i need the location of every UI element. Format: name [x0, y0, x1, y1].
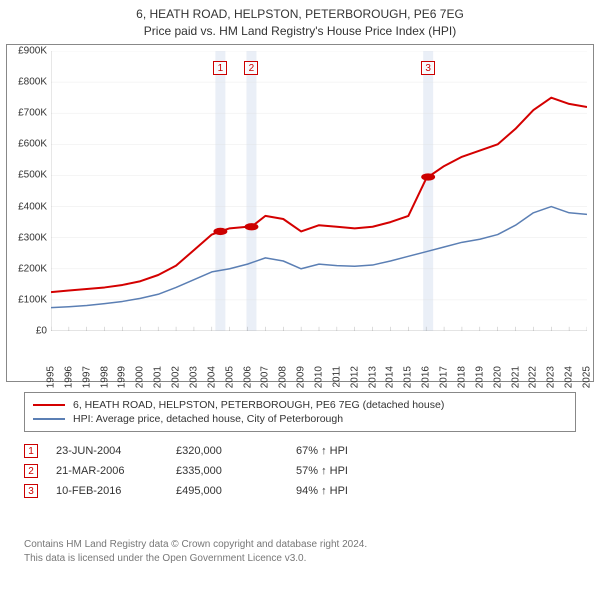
- y-tick-label: £900K: [7, 46, 47, 57]
- x-tick-label: 2005: [224, 366, 235, 388]
- chart-marker-1: 1: [213, 61, 227, 75]
- x-tick-label: 1995: [46, 366, 57, 388]
- x-tick-label: 2022: [528, 366, 539, 388]
- x-tick-label: 1999: [117, 366, 128, 388]
- y-tick-label: £100K: [7, 294, 47, 305]
- legend-swatch: [33, 404, 65, 406]
- x-tick-label: 2016: [421, 366, 432, 388]
- legend-row: 6, HEATH ROAD, HELPSTON, PETERBOROUGH, P…: [33, 399, 567, 411]
- event-date: 10-FEB-2016: [56, 485, 176, 497]
- x-tick-label: 2020: [492, 366, 503, 388]
- event-list: 1 23-JUN-2004£320,00067% ↑ HPI 2 21-MAR-200…: [24, 438, 576, 504]
- chart-marker-3: 3: [421, 61, 435, 75]
- event-delta: 94% ↑ HPI: [296, 485, 348, 497]
- y-tick-label: £300K: [7, 232, 47, 243]
- chart-title-block: 6, HEATH ROAD, HELPSTON, PETERBOROUGH, P…: [0, 0, 600, 40]
- plot-area: 1 2 3: [51, 51, 587, 331]
- x-tick-label: 1997: [81, 366, 92, 388]
- x-tick-label: 2006: [242, 366, 253, 388]
- x-tick-label: 2000: [135, 366, 146, 388]
- y-tick-label: £800K: [7, 77, 47, 88]
- y-tick-label: £700K: [7, 108, 47, 119]
- chart-marker-2: 2: [244, 61, 258, 75]
- x-axis: 1995199619971998199920002001200220032004…: [51, 331, 587, 381]
- x-tick-label: 1996: [63, 366, 74, 388]
- event-marker: 2: [24, 464, 38, 478]
- footer-line-2: This data is licensed under the Open Gov…: [24, 552, 576, 566]
- x-tick-label: 2011: [331, 366, 342, 388]
- x-tick-label: 2025: [582, 366, 593, 388]
- x-tick-label: 2002: [171, 366, 182, 388]
- footer-attribution: Contains HM Land Registry data © Crown c…: [24, 538, 576, 566]
- footer-line-1: Contains HM Land Registry data © Crown c…: [24, 538, 576, 552]
- y-tick-label: £0: [7, 326, 47, 337]
- event-row: 2 21-MAR-2006£335,00057% ↑ HPI: [24, 464, 576, 478]
- event-marker: 3: [24, 484, 38, 498]
- y-tick-label: £400K: [7, 201, 47, 212]
- event-price: £335,000: [176, 465, 296, 477]
- event-delta: 57% ↑ HPI: [296, 465, 348, 477]
- x-tick-label: 2013: [367, 366, 378, 388]
- title-line-2: Price paid vs. HM Land Registry's House …: [0, 23, 600, 40]
- x-tick-label: 2004: [206, 366, 217, 388]
- event-date: 21-MAR-2006: [56, 465, 176, 477]
- y-tick-label: £500K: [7, 170, 47, 181]
- x-tick-label: 2007: [260, 366, 271, 388]
- event-price: £495,000: [176, 485, 296, 497]
- legend-label: 6, HEATH ROAD, HELPSTON, PETERBOROUGH, P…: [73, 399, 444, 411]
- x-tick-label: 2008: [278, 366, 289, 388]
- x-tick-label: 2001: [153, 366, 164, 388]
- chart-container: £0 £100K £200K £300K £400K £500K £600K £700K £80…: [6, 44, 594, 382]
- x-tick-label: 2017: [439, 366, 450, 388]
- event-marker: 1: [24, 444, 38, 458]
- event-row: 3 10-FEB-2016£495,00094% ↑ HPI: [24, 484, 576, 498]
- chart-svg: [51, 51, 587, 331]
- y-tick-label: £600K: [7, 139, 47, 150]
- event-date: 23-JUN-2004: [56, 445, 176, 457]
- x-tick-label: 2015: [403, 366, 414, 388]
- event-delta: 67% ↑ HPI: [296, 445, 348, 457]
- x-tick-label: 2012: [349, 366, 360, 388]
- x-tick-label: 2014: [385, 366, 396, 388]
- x-tick-label: 2023: [546, 366, 557, 388]
- legend-label: HPI: Average price, detached house, City…: [73, 413, 343, 425]
- y-axis: £0£100K£200K£300K£400K£500K£600K£700K£80…: [7, 51, 51, 331]
- event-row: 1 23-JUN-2004£320,00067% ↑ HPI: [24, 444, 576, 458]
- x-tick-label: 2009: [296, 366, 307, 388]
- legend-row: HPI: Average price, detached house, City…: [33, 413, 567, 425]
- legend-swatch: [33, 418, 65, 420]
- x-tick-label: 2003: [188, 366, 199, 388]
- y-tick-label: £200K: [7, 263, 47, 274]
- x-tick-label: 2018: [456, 366, 467, 388]
- x-tick-label: 1998: [99, 366, 110, 388]
- x-tick-label: 2021: [510, 366, 521, 388]
- x-tick-label: 2010: [314, 366, 325, 388]
- legend: 6, HEATH ROAD, HELPSTON, PETERBOROUGH, P…: [24, 392, 576, 432]
- x-tick-label: 2019: [474, 366, 485, 388]
- x-tick-label: 2024: [564, 366, 575, 388]
- event-price: £320,000: [176, 445, 296, 457]
- title-line-1: 6, HEATH ROAD, HELPSTON, PETERBOROUGH, P…: [0, 6, 600, 23]
